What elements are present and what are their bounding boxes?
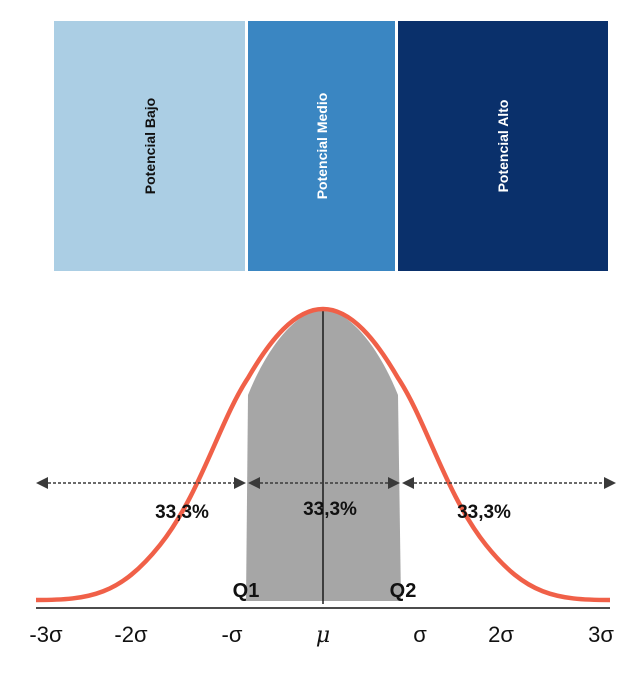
q1-label: Q1 (233, 580, 260, 602)
tick-label-minus-3-sigma: -3σ (29, 622, 63, 647)
bell-curve (35, 306, 611, 603)
tick-label-2-sigma: 2σ (488, 622, 514, 647)
tick-label-minus-2-sigma: -2σ (114, 622, 148, 647)
band-potencial-alto: Potencial Alto (398, 21, 608, 271)
band-potencial-bajo: Potencial Bajo (54, 21, 245, 271)
tick-label-minus-sigma: -σ (222, 622, 243, 647)
percentage-low: 33,3% (155, 502, 209, 523)
percentage-mid: 33,3% (303, 499, 357, 520)
tick-label-mu: μ (316, 623, 330, 648)
q2-label: Q2 (390, 580, 417, 602)
percentage-high: 33,3% (457, 502, 511, 523)
band-potencial-medio: Potencial Medio (248, 21, 395, 271)
tick-label-sigma: σ (413, 622, 427, 647)
tick-label-3-sigma: 3σ (588, 622, 614, 647)
